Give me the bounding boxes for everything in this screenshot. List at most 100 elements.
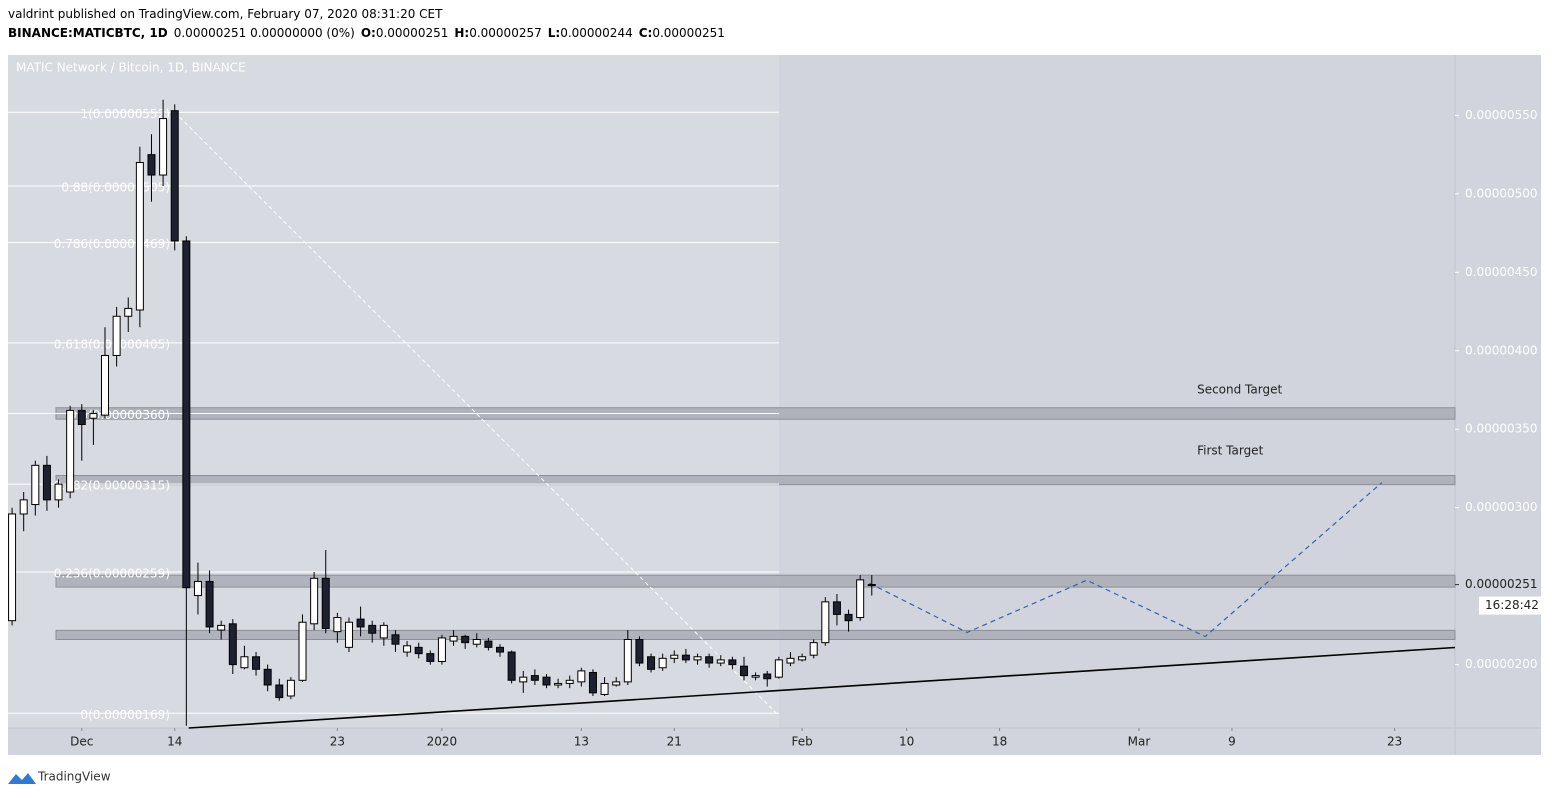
candle-body (612, 681, 621, 686)
candle-body (774, 659, 783, 678)
quote: 0.00000251 0.00000000 (0%) (174, 26, 355, 40)
candle-body (228, 623, 237, 666)
candle-body (600, 682, 609, 695)
candle-body (542, 676, 551, 686)
candle-body (507, 651, 516, 681)
candle-body (519, 676, 528, 683)
x-tick-label: 2020 (427, 735, 458, 749)
candle-body (135, 161, 144, 311)
x-tick-label: 13 (574, 735, 589, 749)
candle-body (205, 580, 214, 628)
symbol: BINANCE:MATICBTC, 1D (8, 26, 168, 40)
candle-body (658, 657, 667, 669)
ohlc-value: 0.00000257 (469, 26, 542, 40)
candle-body (310, 577, 319, 625)
target-zone (55, 475, 1456, 486)
candle-body (217, 624, 226, 631)
candle-body (716, 659, 725, 664)
x-tick-label: Mar (1128, 735, 1151, 749)
candle-body (391, 634, 400, 645)
candle-body (263, 668, 272, 686)
x-tick-label: 18 (992, 735, 1007, 749)
candle-body (647, 656, 656, 670)
candle-body (403, 645, 412, 653)
candle-body (484, 640, 493, 648)
candle-body (670, 654, 679, 659)
x-tick-label: 10 (899, 735, 914, 749)
candle-body (739, 665, 748, 677)
candle-body (275, 684, 284, 699)
candle-body (333, 617, 342, 633)
candle-body (77, 409, 86, 426)
time-axis (8, 728, 1455, 755)
fib-label: 0.236(0.00000259) (54, 567, 170, 581)
logo (8, 773, 36, 784)
quote-line: BINANCE:MATICBTC, 1D 0.00000251 0.0000000… (8, 26, 725, 40)
candle-body (101, 354, 110, 416)
brand: TradingView (37, 770, 111, 784)
candle-body (809, 642, 818, 656)
x-tick-label: Dec (70, 735, 93, 749)
candle-body (786, 657, 795, 664)
y-tick-label: 0.00000500 (1465, 186, 1538, 200)
y-tick-label: 0.00000200 (1465, 657, 1538, 671)
candle-body (170, 110, 179, 242)
annotation: First Target (1197, 444, 1263, 458)
candle-body (554, 682, 563, 686)
candle-body (368, 624, 377, 634)
fib-trend (174, 111, 777, 714)
fib-label: 0(0.00000169) (80, 708, 170, 722)
ohlc-value: 0.00000251 (652, 26, 725, 40)
candle-body (763, 673, 772, 680)
candle-body (623, 639, 632, 683)
candle-body (379, 624, 388, 639)
candle-body (705, 656, 714, 664)
candle-body (496, 646, 505, 653)
x-tick-label: 14 (167, 735, 182, 749)
candle-body (159, 118, 168, 176)
publisher: valdrint published on TradingView.com, F… (8, 7, 443, 21)
candle-body (182, 240, 191, 589)
price-axis (1455, 55, 1541, 755)
candle-body (414, 646, 423, 655)
fib-label: 0.618(0.00000405) (54, 337, 170, 351)
candle-body (798, 656, 807, 661)
candle-body (437, 637, 446, 662)
candle-body (565, 679, 574, 684)
ohlc-key: H: (454, 26, 469, 40)
candle-body (124, 307, 133, 317)
candle-body (286, 679, 295, 697)
candle-body (112, 315, 121, 356)
countdown: 16:28:42 (1485, 598, 1539, 612)
candle-body (54, 483, 63, 501)
projection-path (869, 482, 1383, 638)
publish-line: valdrint published on TradingView.com, F… (8, 7, 443, 21)
candle-body (321, 577, 330, 630)
trendline (188, 646, 1456, 729)
countdown-bg (1479, 596, 1547, 615)
x-tick-label: 23 (330, 735, 345, 749)
candle-body (681, 654, 690, 661)
candle-body (844, 613, 853, 622)
candle-body (89, 413, 98, 419)
candle-body (449, 635, 458, 642)
candle-body (728, 659, 737, 666)
ohlc-value: 0.00000251 (376, 26, 449, 40)
candle-body (635, 639, 644, 664)
y-tick-label: 0.00000350 (1465, 422, 1538, 436)
candle-body (588, 671, 597, 694)
candle-body (530, 675, 539, 681)
ohlc-value: 0.00000244 (560, 26, 633, 40)
chart-title: MATIC Network / Bitcoin, 1D, BINANCE (16, 61, 246, 75)
candle-body (298, 621, 307, 681)
candle-body (356, 618, 365, 628)
x-tick-label: 23 (1387, 735, 1402, 749)
candle-body (147, 154, 156, 176)
candle-body (193, 580, 202, 597)
candle-body (66, 409, 75, 493)
fib-label: 0.382(0.00000315) (54, 479, 170, 493)
candle-body (42, 464, 51, 501)
annotation: Second Target (1197, 383, 1282, 397)
fib-area (8, 55, 779, 728)
